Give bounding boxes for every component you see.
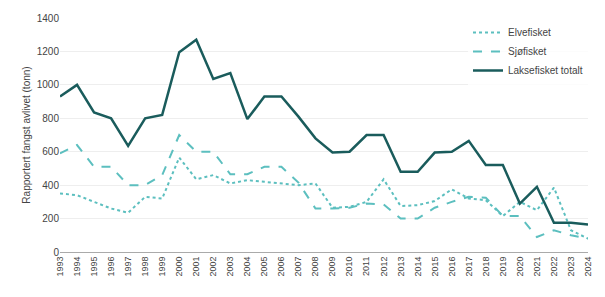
svg-text:2019: 2019 [498,257,508,277]
svg-text:2016: 2016 [447,257,457,277]
svg-text:2022: 2022 [549,257,559,277]
svg-text:1000: 1000 [37,79,60,90]
svg-text:0: 0 [53,247,59,258]
svg-text:Elvefisket: Elvefisket [508,27,551,38]
svg-text:2010: 2010 [344,257,354,277]
svg-text:Laksefisket totalt: Laksefisket totalt [508,65,583,76]
svg-text:1993: 1993 [55,257,65,277]
svg-text:2024: 2024 [583,257,593,277]
svg-text:2023: 2023 [566,257,576,277]
svg-text:2009: 2009 [327,257,337,277]
svg-text:2021: 2021 [532,257,542,277]
svg-text:600: 600 [42,146,59,157]
svg-text:2007: 2007 [293,257,303,277]
svg-text:1998: 1998 [140,257,150,277]
svg-text:2005: 2005 [259,257,269,277]
svg-text:1997: 1997 [123,257,133,277]
svg-text:1200: 1200 [37,46,60,57]
svg-text:2018: 2018 [481,257,491,277]
svg-text:800: 800 [42,113,59,124]
svg-text:2017: 2017 [464,257,474,277]
svg-text:2015: 2015 [430,257,440,277]
svg-text:1999: 1999 [157,257,167,277]
svg-text:2000: 2000 [174,257,184,277]
svg-text:Sjøfisket: Sjøfisket [508,46,547,57]
svg-text:1994: 1994 [72,257,82,277]
svg-text:2006: 2006 [276,257,286,277]
svg-text:2014: 2014 [413,257,423,277]
svg-text:2020: 2020 [515,257,525,277]
svg-text:2011: 2011 [362,257,372,276]
svg-text:1995: 1995 [89,257,99,277]
svg-text:2004: 2004 [242,257,252,277]
svg-text:Rapportert fangst avlivet (ton: Rapportert fangst avlivet (tonn) [21,66,32,203]
svg-text:2002: 2002 [208,257,218,277]
svg-text:1400: 1400 [37,13,60,24]
svg-text:2001: 2001 [191,257,201,277]
svg-text:2003: 2003 [225,257,235,277]
svg-text:400: 400 [42,180,59,191]
svg-text:1996: 1996 [106,257,116,277]
svg-text:200: 200 [42,213,59,224]
svg-text:2008: 2008 [310,257,320,277]
svg-text:2012: 2012 [379,257,389,277]
svg-text:2013: 2013 [396,257,406,277]
